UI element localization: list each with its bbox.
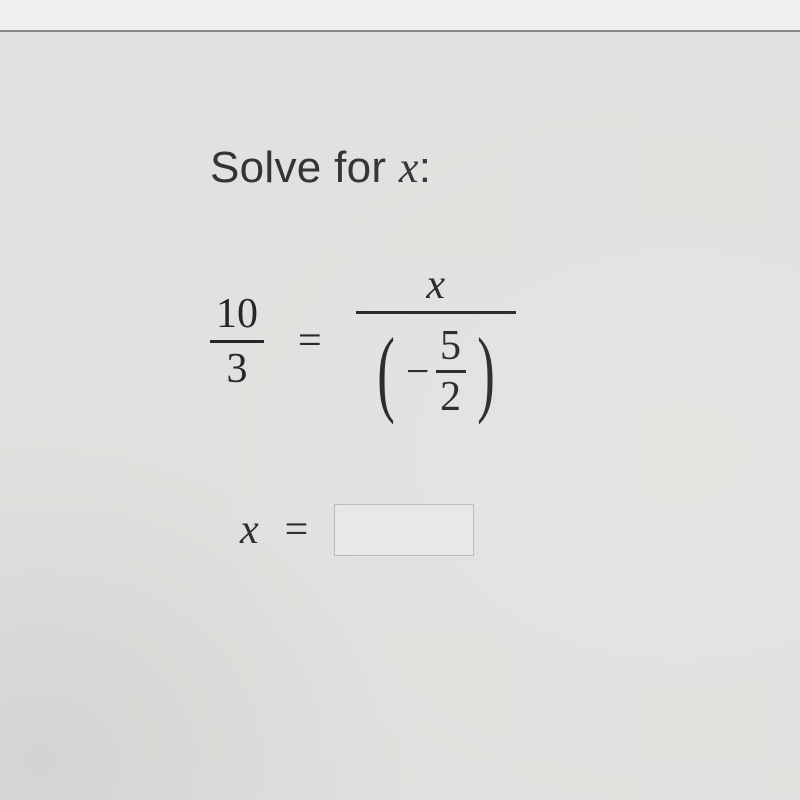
prompt-suffix: :	[419, 143, 432, 192]
inner-numerator: 5	[436, 324, 465, 370]
equals-sign: =	[292, 317, 328, 365]
left-numerator: 10	[210, 292, 264, 340]
left-fraction: 10 3	[210, 292, 264, 391]
inner-denominator: 2	[436, 373, 465, 419]
problem-panel: Solve for x: 10 3 = x ( − 5	[0, 30, 800, 800]
answer-equals: =	[279, 506, 315, 554]
answer-variable: x	[240, 506, 259, 554]
left-denominator: 3	[221, 343, 254, 391]
prompt-text: Solve for x:	[210, 142, 800, 193]
prompt-variable: x	[399, 143, 419, 192]
prompt-prefix: Solve for	[210, 143, 399, 192]
denominator-paren-group: ( − 5 2 )	[370, 318, 502, 419]
answer-row: x =	[210, 504, 800, 556]
answer-input[interactable]	[334, 504, 474, 556]
right-numerator-variable: x	[426, 262, 445, 308]
negative-sign: −	[406, 350, 432, 394]
equation: 10 3 = x ( − 5 2 )	[210, 263, 800, 419]
content-area: Solve for x: 10 3 = x ( − 5	[0, 142, 800, 556]
close-paren: )	[477, 338, 495, 405]
right-fraction: x ( − 5 2 )	[356, 263, 516, 419]
open-paren: (	[377, 338, 395, 405]
window-chrome-strip	[0, 0, 800, 31]
inner-fraction: 5 2	[436, 324, 466, 419]
